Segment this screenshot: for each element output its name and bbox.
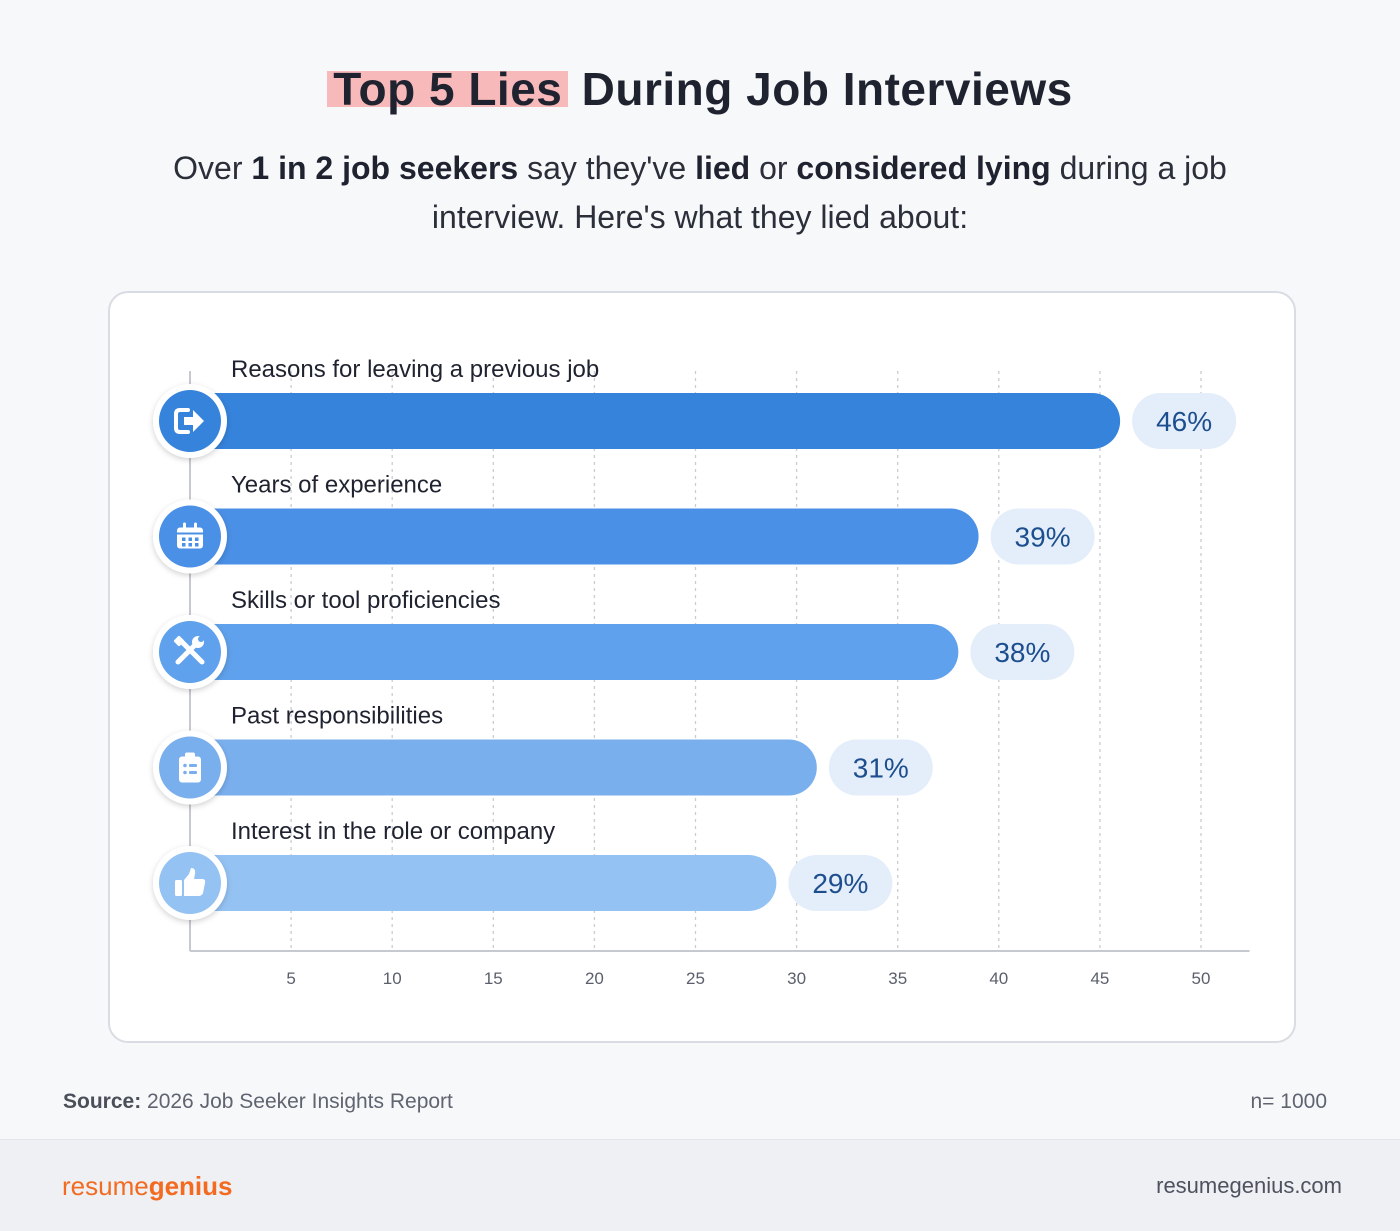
logo-light: resume: [62, 1171, 149, 1201]
value-label-bg: [970, 624, 1075, 680]
page-subtitle: Over 1 in 2 job seekers say they've lied…: [150, 144, 1250, 242]
bar: [190, 739, 817, 796]
sign-out-icon: [153, 384, 227, 458]
value-label-bg: [788, 855, 893, 911]
category-label: Reasons for leaving a previous job: [231, 356, 599, 383]
category-label: Years of experience: [231, 472, 442, 499]
bar: [190, 855, 777, 911]
tools-icon: [153, 615, 227, 689]
subtitle-emphasis: lied: [695, 150, 751, 186]
x-tick-label: 50: [1192, 969, 1211, 988]
x-tick-label: 40: [989, 969, 1008, 988]
x-tick-label: 25: [686, 969, 705, 988]
bars: Reasons for leaving a previous job 46% Yea…: [153, 356, 1237, 920]
subtitle-text: during a job interview. Here's what they…: [431, 150, 1227, 235]
title-highlight: Top 5 Lies: [327, 63, 569, 115]
calendar-icon: [153, 499, 227, 574]
thumbs-up-icon: [153, 846, 227, 920]
category-label: Interest in the role or company: [231, 818, 555, 845]
x-tick-label: 5: [286, 969, 295, 988]
page-title: Top 5 Lies During Job Interviews: [0, 62, 1400, 116]
bar-row: Reasons for leaving a previous job 46%: [153, 356, 1237, 458]
bar: [190, 508, 979, 565]
website-url: resumegenius.com: [1156, 1173, 1342, 1198]
value-label: 29%: [812, 868, 868, 899]
brand-logo: resumegenius: [62, 1171, 233, 1202]
subtitle-text: or: [750, 150, 797, 186]
bar-row: Past responsibilities 31%: [153, 703, 933, 805]
clipboard-list-icon: [153, 730, 227, 805]
category-label: Skills or tool proficiencies: [231, 587, 500, 614]
bar-row: Interest in the role or company 29%: [153, 818, 893, 920]
value-label-bg: [828, 739, 933, 796]
value-label: 31%: [853, 753, 909, 784]
source-note: Source: 2026 Job Seeker Insights Report: [63, 1090, 453, 1114]
subtitle-text: Over: [173, 150, 252, 186]
value-label-bg: [1132, 393, 1237, 449]
subtitle-emphasis: 1 in 2 job seekers: [251, 150, 519, 186]
chart-card: 5 10 15 20 25 30 35 40 45 50 Reasons for leaving …: [108, 291, 1296, 1043]
footer: resumegenius resumegenius.com: [0, 1139, 1400, 1231]
value-label: 38%: [994, 637, 1050, 668]
subtitle-emphasis: considered lying: [796, 150, 1051, 186]
bar-row: Skills or tool proficiencies 38%: [153, 587, 1075, 689]
value-label-bg: [990, 508, 1095, 565]
value-label: 39%: [1015, 522, 1071, 553]
logo-bold: genius: [148, 1171, 233, 1201]
bar-chart: 5 10 15 20 25 30 35 40 45 50 Reasons for leaving …: [153, 356, 1250, 988]
bar: [190, 624, 959, 680]
source-label: Source:: [63, 1090, 142, 1113]
x-tick-label: 15: [484, 969, 503, 988]
bar: [190, 393, 1121, 449]
title-rest: During Job Interviews: [568, 63, 1073, 115]
subtitle-text: say they've: [518, 150, 696, 186]
source-text: 2026 Job Seeker Insights Report: [141, 1090, 453, 1113]
x-tick-label: 45: [1090, 969, 1109, 988]
sample-size: n= 1000: [1250, 1090, 1328, 1113]
category-label: Past responsibilities: [231, 703, 443, 730]
x-tick-label: 35: [888, 969, 907, 988]
bar-row: Years of experience 39%: [153, 472, 1095, 574]
x-tick-label: 30: [787, 969, 806, 988]
value-label: 46%: [1156, 406, 1212, 437]
x-tick-label: 20: [585, 969, 604, 988]
x-tick-label: 10: [383, 969, 402, 988]
